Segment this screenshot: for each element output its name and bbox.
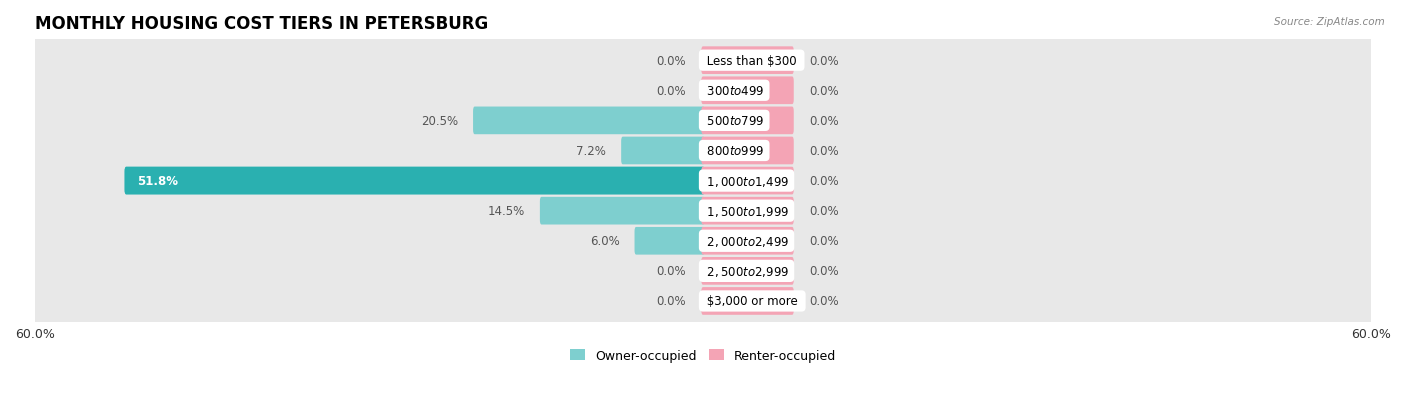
Text: $3,000 or more: $3,000 or more	[703, 295, 801, 308]
Text: MONTHLY HOUSING COST TIERS IN PETERSBURG: MONTHLY HOUSING COST TIERS IN PETERSBURG	[35, 15, 488, 33]
FancyBboxPatch shape	[125, 167, 704, 195]
FancyBboxPatch shape	[700, 190, 1375, 233]
FancyBboxPatch shape	[700, 220, 1375, 263]
Text: 51.8%: 51.8%	[138, 175, 179, 188]
FancyBboxPatch shape	[702, 287, 794, 315]
FancyBboxPatch shape	[472, 107, 704, 135]
Text: $800 to $999: $800 to $999	[703, 145, 765, 158]
Text: 6.0%: 6.0%	[589, 235, 620, 248]
Text: 0.0%: 0.0%	[808, 175, 838, 188]
Text: 0.0%: 0.0%	[808, 114, 838, 128]
FancyBboxPatch shape	[700, 40, 1375, 82]
Text: 0.0%: 0.0%	[808, 205, 838, 218]
Text: 0.0%: 0.0%	[808, 265, 838, 278]
FancyBboxPatch shape	[31, 280, 706, 323]
FancyBboxPatch shape	[31, 100, 706, 142]
Text: $300 to $499: $300 to $499	[703, 85, 765, 97]
FancyBboxPatch shape	[31, 190, 706, 233]
FancyBboxPatch shape	[634, 228, 704, 255]
FancyBboxPatch shape	[31, 220, 706, 263]
Text: 0.0%: 0.0%	[657, 265, 686, 278]
Text: 0.0%: 0.0%	[808, 295, 838, 308]
FancyBboxPatch shape	[31, 160, 706, 202]
FancyBboxPatch shape	[125, 167, 704, 195]
Text: $1,500 to $1,999: $1,500 to $1,999	[703, 204, 790, 218]
FancyBboxPatch shape	[702, 107, 794, 135]
Text: $1,000 to $1,499: $1,000 to $1,499	[703, 174, 790, 188]
FancyBboxPatch shape	[31, 70, 706, 112]
FancyBboxPatch shape	[700, 250, 1375, 292]
Text: 0.0%: 0.0%	[808, 55, 838, 67]
Text: 14.5%: 14.5%	[488, 205, 524, 218]
Legend: Owner-occupied, Renter-occupied: Owner-occupied, Renter-occupied	[565, 344, 841, 367]
FancyBboxPatch shape	[702, 167, 794, 195]
FancyBboxPatch shape	[540, 197, 704, 225]
Text: Source: ZipAtlas.com: Source: ZipAtlas.com	[1274, 17, 1385, 26]
FancyBboxPatch shape	[702, 137, 794, 165]
FancyBboxPatch shape	[702, 197, 794, 225]
Text: $500 to $799: $500 to $799	[703, 114, 765, 128]
FancyBboxPatch shape	[702, 228, 794, 255]
FancyBboxPatch shape	[702, 77, 794, 105]
Text: 0.0%: 0.0%	[808, 85, 838, 97]
FancyBboxPatch shape	[700, 100, 1375, 142]
Text: 0.0%: 0.0%	[657, 85, 686, 97]
FancyBboxPatch shape	[31, 130, 706, 172]
FancyBboxPatch shape	[700, 280, 1375, 323]
FancyBboxPatch shape	[700, 70, 1375, 112]
Text: 0.0%: 0.0%	[808, 145, 838, 158]
FancyBboxPatch shape	[700, 160, 1375, 202]
Text: $2,000 to $2,499: $2,000 to $2,499	[703, 234, 790, 248]
FancyBboxPatch shape	[700, 130, 1375, 172]
Text: Less than $300: Less than $300	[703, 55, 800, 67]
Text: $2,500 to $2,999: $2,500 to $2,999	[703, 264, 790, 278]
Text: 0.0%: 0.0%	[657, 55, 686, 67]
FancyBboxPatch shape	[31, 40, 706, 82]
Text: 0.0%: 0.0%	[657, 295, 686, 308]
FancyBboxPatch shape	[31, 250, 706, 292]
FancyBboxPatch shape	[702, 257, 794, 285]
FancyBboxPatch shape	[621, 137, 704, 165]
Text: 0.0%: 0.0%	[808, 235, 838, 248]
Text: 7.2%: 7.2%	[576, 145, 606, 158]
Text: 20.5%: 20.5%	[420, 114, 458, 128]
FancyBboxPatch shape	[702, 47, 794, 75]
